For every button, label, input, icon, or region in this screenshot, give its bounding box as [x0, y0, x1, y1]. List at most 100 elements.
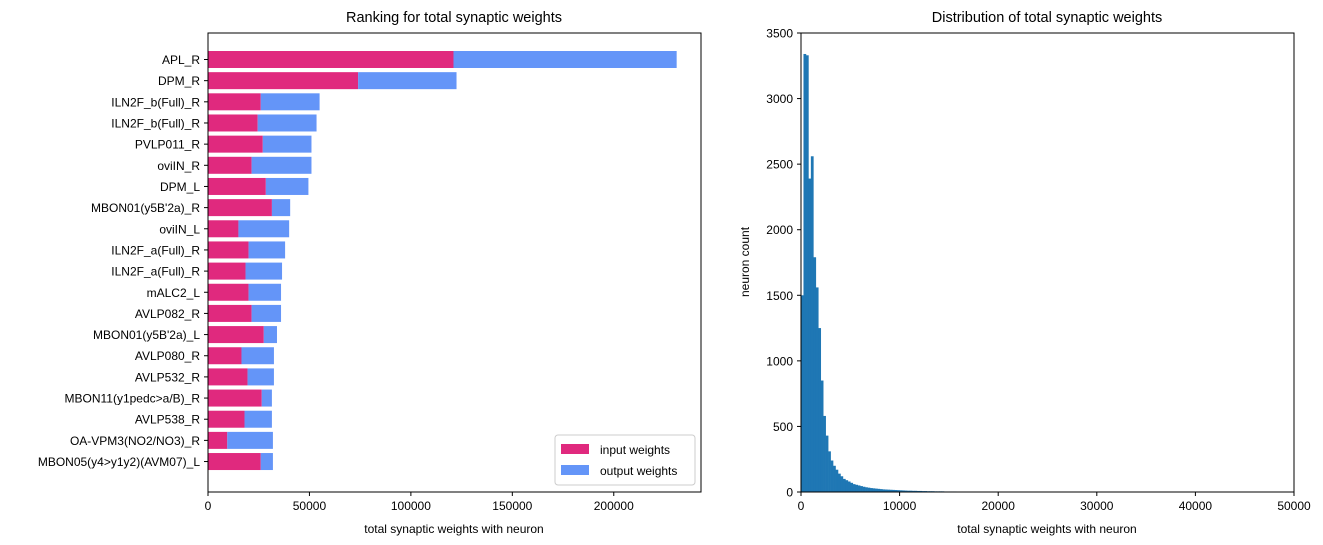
histogram-bar-20	[850, 482, 854, 492]
distribution-chart-frame	[800, 32, 1295, 493]
histogram-bar-0	[801, 295, 804, 492]
y-tick-label-13: MBON01(y5B'2a)_L	[93, 328, 200, 342]
bar-output-weights-4	[262, 135, 312, 153]
bar-x-axis-ticks: 0 50000 100000 150000 200000	[205, 492, 634, 513]
hist-x-tick-label-5: 50000	[1277, 499, 1311, 513]
histogram-bar-27	[867, 487, 871, 492]
histogram-bar-9	[823, 415, 826, 492]
histogram-bar-25	[862, 486, 866, 492]
y-tick-label-2: ILN2F_b(Full)_R	[111, 95, 200, 109]
bar-input-weights-7	[208, 199, 272, 217]
bar-output-weights-19	[260, 453, 273, 471]
hist-y-tick-label-2: 1000	[766, 354, 793, 368]
bar-input-weights-17	[208, 410, 245, 428]
ranking-chart-legend: input weights output weights	[554, 434, 696, 486]
bar-rows: APL_R DPM_R ILN2F_b(Full)_R ILN2F_b(Full)_R…	[38, 51, 677, 471]
hist-y-tick-label-4: 2000	[766, 223, 793, 237]
histogram-bar-32	[879, 489, 883, 492]
histogram-x-axis-ticks: 0 10000 20000 30000 40000 50000	[798, 492, 1311, 513]
histogram-y-axis-ticks: 0 500 1000 1500 2000 2500 3000 3500	[766, 27, 801, 500]
hist-x-tick-label-4: 40000	[1179, 499, 1213, 513]
legend-swatch-input-weights	[561, 444, 589, 454]
histogram-bar-40	[899, 490, 903, 492]
distribution-chart-title: Distribution of total synaptic weights	[932, 10, 1163, 26]
bar-output-weights-7	[271, 199, 291, 217]
distribution-chart: Distribution of total synaptic weights 0…	[738, 10, 1311, 536]
histogram-bar-28	[870, 488, 873, 492]
bar-input-weights-13	[208, 326, 264, 344]
histogram-bar-21	[852, 484, 856, 492]
histogram-bar-18	[845, 480, 849, 492]
bar-input-weights-9	[208, 241, 249, 259]
histogram-bar-19	[847, 481, 851, 492]
distribution-chart-x-axis-label: total synaptic weights with neuron	[957, 522, 1136, 536]
histogram-bar-24	[860, 486, 863, 492]
y-tick-label-1: DPM_R	[158, 74, 200, 88]
histogram-bar-39	[897, 490, 900, 492]
bar-output-weights-11	[248, 283, 282, 301]
ranking-chart-x-axis-label: total synaptic weights with neuron	[364, 522, 543, 536]
bar-input-weights-14	[208, 347, 242, 365]
histogram-bar-45	[911, 490, 915, 492]
bar-input-weights-12	[208, 304, 252, 322]
histogram-bar-23	[857, 485, 861, 492]
histogram-bar-8	[820, 380, 824, 492]
histogram-bar-2	[805, 55, 809, 492]
y-tick-label-11: mALC2_L	[147, 286, 201, 300]
hist-x-tick-label-0: 0	[798, 499, 805, 513]
y-tick-label-9: ILN2F_a(Full)_R	[111, 243, 200, 257]
x-tick-label-4: 200000	[594, 499, 634, 513]
histogram-bar-26	[865, 487, 868, 492]
hist-x-tick-label-1: 10000	[883, 499, 917, 513]
histogram-bar-11	[828, 451, 831, 492]
histogram-bar-6	[815, 287, 819, 492]
histogram-bar-13	[833, 465, 836, 492]
y-tick-label-6: DPM_L	[160, 180, 200, 194]
y-tick-label-0: APL_R	[162, 53, 200, 67]
histogram-bar-14	[835, 469, 839, 492]
ranking-chart-frame	[207, 32, 702, 493]
bar-input-weights-16	[208, 389, 262, 407]
y-tick-label-18: OA-VPM3(NO2/NO3)_R	[70, 434, 200, 448]
y-tick-label-7: MBON01(y5B'2a)_R	[91, 201, 200, 215]
hist-y-tick-label-3: 1500	[766, 289, 793, 303]
y-tick-label-16: MBON11(y1pedc>a/B)_R	[64, 392, 200, 406]
bar-output-weights-17	[244, 410, 272, 428]
histogram-bar-36	[889, 489, 893, 492]
histogram-bar-47	[916, 490, 920, 492]
bar-output-weights-8	[238, 220, 290, 238]
y-tick-label-5: oviIN_R	[157, 159, 200, 173]
bar-input-weights-8	[208, 220, 239, 238]
bar-output-weights-14	[241, 347, 274, 365]
x-tick-label-1: 50000	[293, 499, 327, 513]
y-tick-label-14: AVLP080_R	[135, 349, 200, 363]
x-tick-label-0: 0	[205, 499, 212, 513]
histogram-bar-46	[914, 490, 918, 492]
bar-input-weights-1	[208, 72, 359, 90]
hist-x-tick-label-3: 30000	[1080, 499, 1114, 513]
bar-output-weights-15	[247, 368, 274, 386]
bar-input-weights-19	[208, 453, 261, 471]
histogram-bar-33	[882, 489, 886, 492]
bar-output-weights-2	[260, 93, 320, 111]
histogram-bar-5	[813, 257, 817, 492]
bar-output-weights-9	[248, 241, 286, 259]
bar-input-weights-0	[208, 51, 454, 68]
legend-box	[554, 434, 696, 486]
histogram-bar-17	[842, 478, 846, 492]
y-tick-label-17: AVLP538_R	[135, 413, 200, 427]
y-tick-label-15: AVLP532_R	[135, 370, 200, 384]
bar-input-weights-15	[208, 368, 248, 386]
hist-y-tick-label-7: 3500	[766, 27, 793, 41]
ranking-chart-title: Ranking for total synaptic weights	[346, 10, 562, 26]
bar-output-weights-1	[358, 72, 457, 90]
distribution-chart-y-axis-label: neuron count	[738, 226, 752, 297]
bar-output-weights-6	[265, 177, 309, 195]
x-tick-label-3: 150000	[492, 499, 532, 513]
x-tick-label-2: 100000	[391, 499, 431, 513]
histogram-bar-4	[810, 156, 814, 492]
histogram-bar-16	[840, 476, 844, 492]
bar-input-weights-10	[208, 262, 246, 280]
hist-y-tick-label-1: 500	[773, 420, 793, 434]
